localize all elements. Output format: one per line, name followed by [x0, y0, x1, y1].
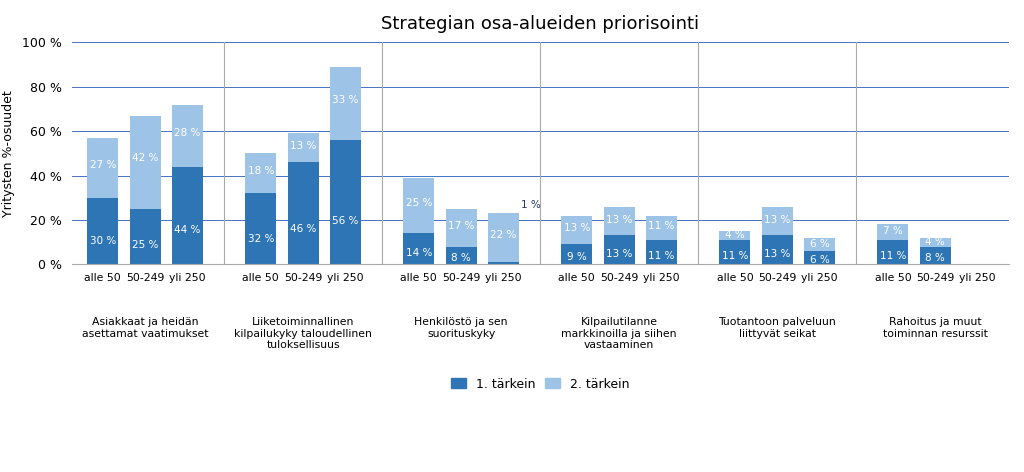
Text: 8 %: 8 % [926, 253, 945, 263]
Text: 22 %: 22 % [490, 230, 517, 240]
Text: Rahoitus ja muut
toiminnan resurssit: Rahoitus ja muut toiminnan resurssit [883, 317, 988, 339]
Bar [720, 240, 751, 264]
Text: 25 %: 25 % [132, 240, 159, 250]
Text: 4 %: 4 % [725, 230, 744, 240]
Text: Tuotantoon palveluun
liittyvät seikat: Tuotantoon palveluun liittyvät seikat [719, 317, 837, 339]
Text: 27 %: 27 % [89, 160, 116, 170]
Bar [445, 209, 476, 246]
Text: 46 %: 46 % [290, 224, 316, 234]
Text: 9 %: 9 % [567, 253, 587, 262]
Bar [561, 244, 592, 264]
Text: 30 %: 30 % [89, 236, 116, 246]
Bar [129, 209, 161, 264]
Bar [878, 224, 908, 240]
Bar [129, 116, 161, 209]
Bar [288, 134, 318, 162]
Text: 18 %: 18 % [248, 166, 274, 177]
Bar [561, 216, 592, 244]
Bar [604, 207, 635, 236]
Bar [488, 213, 519, 262]
Bar [403, 233, 434, 264]
Text: 56 %: 56 % [332, 216, 358, 226]
Legend: 1. tärkein, 2. tärkein: 1. tärkein, 2. tärkein [445, 372, 635, 396]
Bar [604, 236, 635, 264]
Bar [87, 138, 118, 198]
Text: Kilpailutilanne
markkinoilla ja siihen
vastaaminen: Kilpailutilanne markkinoilla ja siihen v… [561, 317, 677, 350]
Text: 11 %: 11 % [648, 221, 675, 231]
Text: 1 %: 1 % [521, 200, 541, 210]
Text: 8 %: 8 % [452, 253, 471, 263]
Bar [920, 246, 951, 264]
Text: Liiketoiminnallinen
kilpailukyky taloudellinen
tuloksellisuus: Liiketoiminnallinen kilpailukyky taloude… [234, 317, 372, 350]
Text: 17 %: 17 % [447, 221, 474, 231]
Bar [762, 207, 793, 236]
Bar [646, 240, 677, 264]
Bar [245, 153, 276, 194]
Text: 32 %: 32 % [248, 235, 274, 244]
Text: Asiakkaat ja heidän
asettamat vaatimukset: Asiakkaat ja heidän asettamat vaatimukse… [82, 317, 208, 339]
Text: 13 %: 13 % [563, 224, 590, 234]
Bar [87, 198, 118, 264]
Text: 4 %: 4 % [926, 236, 945, 247]
Text: 13 %: 13 % [606, 249, 633, 259]
Text: 25 %: 25 % [406, 198, 432, 208]
Bar [172, 167, 203, 264]
Text: 44 %: 44 % [174, 225, 201, 235]
Text: 7 %: 7 % [883, 227, 903, 236]
Bar [646, 216, 677, 240]
Bar [488, 262, 519, 264]
Text: 6 %: 6 % [810, 239, 829, 249]
Text: 13 %: 13 % [764, 249, 791, 259]
Bar [172, 105, 203, 167]
Text: 33 %: 33 % [332, 95, 358, 105]
Bar [762, 236, 793, 264]
Bar [878, 240, 908, 264]
Bar [920, 238, 951, 246]
Text: 11 %: 11 % [648, 251, 675, 261]
Bar [330, 140, 360, 264]
Text: 11 %: 11 % [880, 251, 906, 261]
Text: 28 %: 28 % [174, 127, 201, 137]
Text: 42 %: 42 % [132, 152, 159, 163]
Bar [720, 231, 751, 240]
Bar [445, 246, 476, 264]
Bar [403, 178, 434, 233]
Bar [804, 238, 836, 251]
Text: 13 %: 13 % [290, 142, 316, 152]
Text: 14 %: 14 % [406, 248, 432, 259]
Y-axis label: Yritysten %-osuudet: Yritysten %-osuudet [2, 90, 15, 217]
Bar [288, 162, 318, 264]
Text: Henkilöstö ja sen
suorituskyky: Henkilöstö ja sen suorituskyky [415, 317, 508, 339]
Bar [804, 251, 836, 264]
Bar [245, 194, 276, 264]
Bar [330, 67, 360, 140]
Text: 11 %: 11 % [722, 251, 749, 261]
Text: 6 %: 6 % [810, 255, 829, 265]
Title: Strategian osa-alueiden priorisointi: Strategian osa-alueiden priorisointi [381, 15, 699, 33]
Text: 13 %: 13 % [764, 215, 791, 225]
Text: 13 %: 13 % [606, 215, 633, 225]
